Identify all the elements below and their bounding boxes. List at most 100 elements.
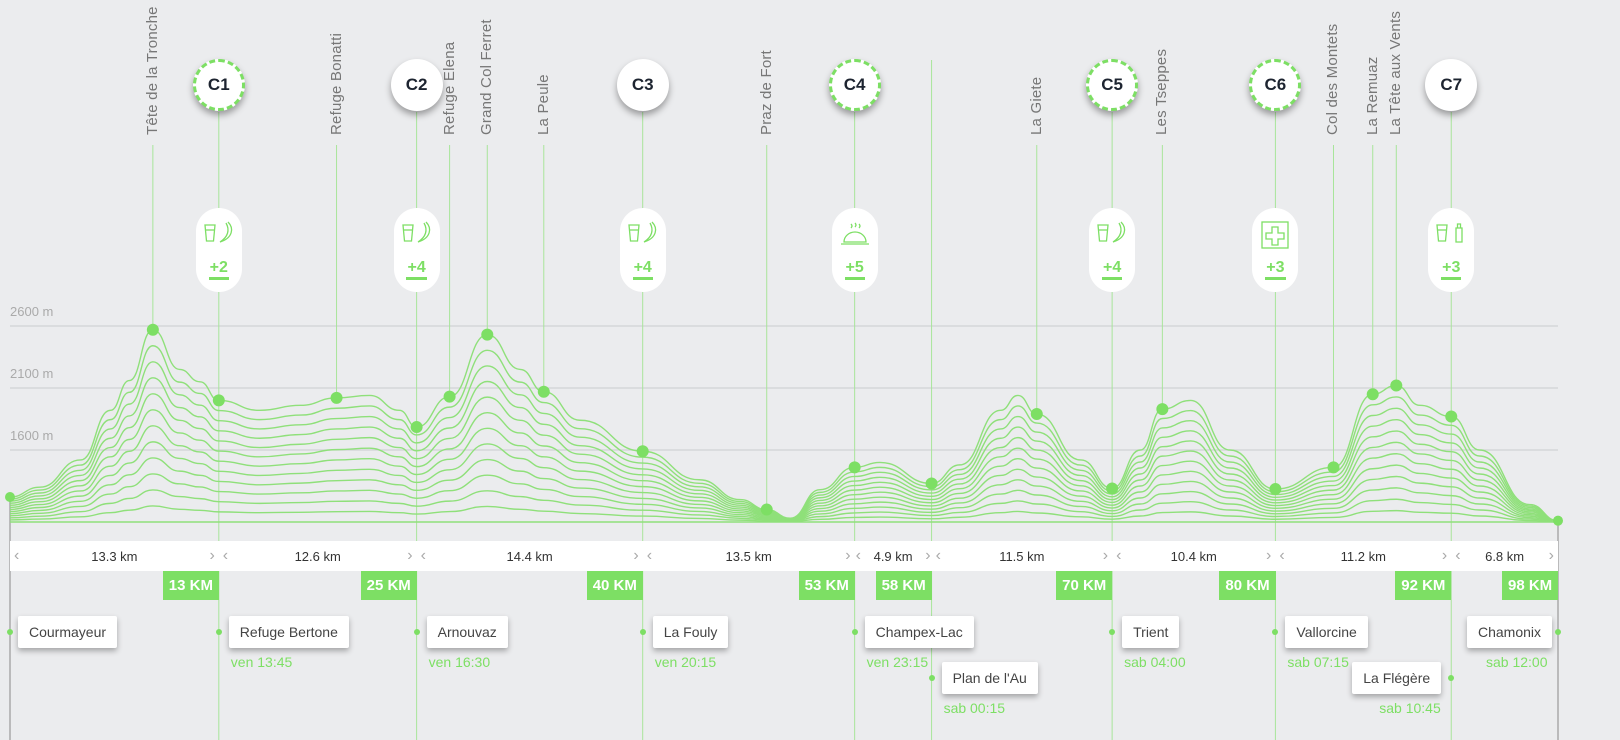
checkpoint-c3-badge[interactable]: C3 bbox=[616, 59, 669, 111]
segment-distance-label: 4.9 km bbox=[873, 548, 913, 564]
chevron-right-icon[interactable]: › bbox=[209, 547, 215, 564]
waypoint-label: La Remuaz bbox=[1363, 56, 1381, 135]
aid-station-services[interactable]: +2 bbox=[195, 208, 242, 292]
profile-point bbox=[1327, 461, 1340, 474]
profile-point bbox=[636, 445, 649, 458]
station-card[interactable]: Plan de l'Au bbox=[941, 662, 1038, 694]
segment-distance-label: 12.6 km bbox=[294, 548, 341, 564]
chevron-left-icon[interactable]: ‹ bbox=[935, 547, 941, 564]
checkpoint-c1-badge[interactable]: C1 bbox=[192, 59, 245, 111]
services-count: +4 bbox=[1102, 259, 1123, 280]
elevation-contour-line bbox=[9, 489, 1559, 523]
services-count: +3 bbox=[1265, 259, 1286, 280]
elevation-tick-label: 2100 m bbox=[10, 366, 54, 381]
profile-point bbox=[760, 503, 773, 516]
chevron-right-icon[interactable]: › bbox=[1266, 547, 1272, 564]
chevron-left-icon[interactable]: ‹ bbox=[420, 547, 426, 564]
station-card[interactable]: Champex-Lac bbox=[864, 616, 974, 648]
waypoint-label: Col des Montets bbox=[1324, 23, 1342, 135]
station-card[interactable]: La Fouly bbox=[652, 616, 729, 648]
checkpoint-c2-badge[interactable]: C2 bbox=[390, 59, 443, 111]
checkpoint-c6-badge[interactable]: C6 bbox=[1249, 59, 1302, 111]
km-badge: 98 KM bbox=[1502, 571, 1559, 600]
segment-distance[interactable]: ‹ 6.8 km › bbox=[1451, 541, 1558, 571]
km-badge: 13 KM bbox=[162, 571, 219, 600]
profile-point bbox=[1445, 410, 1458, 423]
segment-distance[interactable]: ‹ 12.6 km › bbox=[219, 541, 417, 571]
segment-distance[interactable]: ‹ 13.3 km › bbox=[10, 541, 219, 571]
checkpoint-c4-badge[interactable]: C4 bbox=[828, 59, 881, 111]
station-dot bbox=[1448, 675, 1455, 681]
station-time: sab 04:00 bbox=[1124, 654, 1186, 670]
station-card[interactable]: Chamonix bbox=[1467, 616, 1553, 648]
aid-station-services[interactable]: +3 bbox=[1428, 208, 1475, 292]
chevron-right-icon[interactable]: › bbox=[1441, 547, 1448, 564]
medical-cross-icon bbox=[1258, 220, 1292, 255]
chevron-left-icon[interactable]: ‹ bbox=[855, 547, 861, 564]
chevron-right-icon[interactable]: › bbox=[845, 547, 851, 564]
segment-distance[interactable]: ‹ 11.2 km › bbox=[1275, 541, 1451, 571]
station-card[interactable]: Trient bbox=[1122, 616, 1180, 648]
chevron-right-icon[interactable]: › bbox=[407, 547, 413, 564]
profile-point bbox=[146, 323, 159, 336]
station-card[interactable]: Courmayeur bbox=[18, 616, 118, 648]
checkpoint-c5-badge[interactable]: C5 bbox=[1086, 59, 1139, 111]
aid-station-services[interactable]: +4 bbox=[393, 208, 440, 292]
segment-distance-label: 10.4 km bbox=[1170, 548, 1217, 564]
chevron-right-icon[interactable]: › bbox=[1102, 547, 1109, 564]
chevron-left-icon[interactable]: ‹ bbox=[14, 547, 20, 564]
segment-distance[interactable]: ‹ 11.5 km › bbox=[932, 541, 1113, 571]
station-dot bbox=[639, 629, 646, 635]
profile-point bbox=[330, 391, 343, 404]
chevron-right-icon[interactable]: › bbox=[1548, 547, 1554, 564]
segment-distance[interactable]: ‹ 14.4 km › bbox=[417, 541, 643, 571]
waypoint-label: La Peule bbox=[534, 74, 552, 135]
station-dot bbox=[928, 675, 935, 681]
station-card[interactable]: La Flégère bbox=[1352, 662, 1442, 694]
km-badge: 53 KM bbox=[798, 571, 855, 600]
profile-point bbox=[212, 394, 225, 407]
chevron-left-icon[interactable]: ‹ bbox=[222, 547, 229, 564]
waypoint-label: Tête de la Tronche bbox=[143, 6, 161, 135]
segment-distance[interactable]: ‹ 10.4 km › bbox=[1112, 541, 1275, 571]
station-card[interactable]: Vallorcine bbox=[1285, 616, 1368, 648]
aid-station-services[interactable]: +5 bbox=[831, 208, 878, 292]
waypoint-label: La Tête aux Vents bbox=[1387, 10, 1405, 135]
aid-station-services[interactable]: +3 bbox=[1252, 208, 1299, 292]
elevation-contour-line bbox=[9, 473, 1559, 523]
station-time: sab 07:15 bbox=[1287, 654, 1349, 670]
profile-point bbox=[1553, 515, 1563, 526]
profile-point bbox=[1366, 388, 1379, 401]
profile-point bbox=[1269, 483, 1282, 496]
chevron-left-icon[interactable]: ‹ bbox=[1455, 547, 1461, 564]
services-count: +3 bbox=[1441, 259, 1462, 280]
distance-bar bbox=[10, 541, 1558, 571]
elevation-contour-line bbox=[9, 361, 1559, 522]
profile-point bbox=[443, 390, 456, 403]
segment-distance[interactable]: ‹ 4.9 km › bbox=[855, 541, 932, 571]
waypoint-label: Les Tseppes bbox=[1153, 48, 1171, 135]
segment-distance-label: 6.8 km bbox=[1485, 548, 1525, 564]
chevron-right-icon[interactable]: › bbox=[925, 547, 931, 564]
chevron-right-icon[interactable]: › bbox=[633, 547, 639, 564]
aid-station-services[interactable]: +4 bbox=[1089, 208, 1136, 292]
aid-station-services[interactable]: +4 bbox=[619, 208, 666, 292]
segment-distance[interactable]: ‹ 13.5 km › bbox=[643, 541, 855, 571]
station-time: sab 10:45 bbox=[1379, 700, 1441, 716]
station-card[interactable]: Arnouvaz bbox=[426, 616, 508, 648]
profile-point bbox=[1156, 403, 1169, 416]
drink-banana-icon bbox=[202, 220, 236, 255]
drink-banana-icon bbox=[400, 220, 434, 255]
profile-point bbox=[925, 477, 938, 490]
services-count: +2 bbox=[208, 259, 229, 280]
chevron-left-icon[interactable]: ‹ bbox=[1279, 547, 1285, 564]
km-badge: 80 KM bbox=[1219, 571, 1276, 600]
profile-point bbox=[1030, 408, 1043, 421]
segment-distance-label: 13.3 km bbox=[91, 548, 138, 564]
checkpoint-c7-badge[interactable]: C7 bbox=[1425, 59, 1478, 111]
chevron-left-icon[interactable]: ‹ bbox=[646, 547, 653, 564]
station-card[interactable]: Refuge Bertone bbox=[228, 616, 349, 648]
elevation-tick-label: 2600 m bbox=[10, 304, 54, 319]
chevron-left-icon[interactable]: ‹ bbox=[1116, 547, 1122, 564]
